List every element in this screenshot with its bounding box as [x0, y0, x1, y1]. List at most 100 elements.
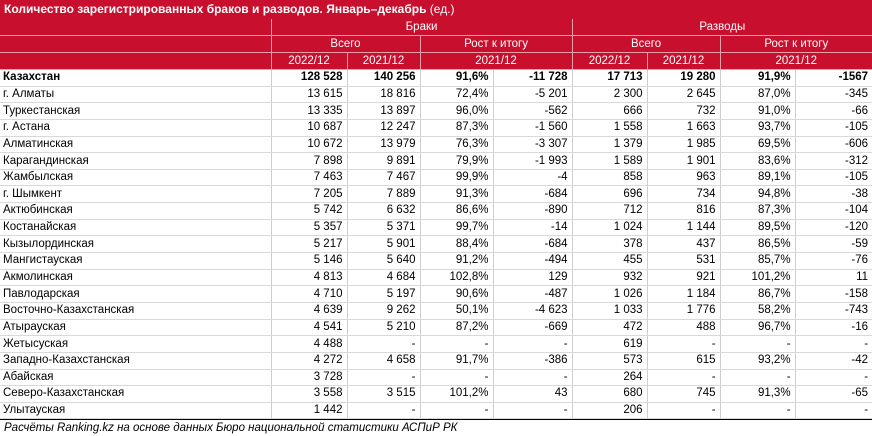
marriages-2022-cell: 4 272 [270, 352, 347, 370]
divorces-2022-cell: 666 [571, 102, 648, 120]
marriages-2022-cell: 4 710 [270, 285, 347, 303]
divorces-2021-cell: 1 985 [646, 136, 721, 154]
region-name-cell: Западно-Казахстанская [0, 352, 271, 370]
region-name-cell: Туркестанская [0, 102, 271, 120]
marriages-2021-cell: 13 897 [346, 102, 420, 120]
divorces-growth-pct-cell: 101,2% [719, 269, 796, 287]
table-header: Браки Разводы Всего Рост к итогу Всего Р… [0, 19, 872, 70]
divorces-2022-cell: 1 589 [571, 152, 648, 170]
divorces-growth-abs-cell: -312 [794, 152, 872, 170]
marriages-2021-cell: 6 632 [346, 202, 420, 220]
header-d-2021: 2021/12 [646, 52, 721, 70]
divorces-growth-pct-cell: 86,7% [719, 285, 796, 303]
divorces-2022-cell: 1 379 [571, 136, 648, 154]
table-row: Туркестанская 13 335 13 897 96,0% -562 666 732… [0, 102, 872, 120]
divorces-growth-abs-cell: -1567 [794, 69, 872, 87]
divorces-2021-cell: 921 [646, 269, 721, 287]
marriages-growth-abs-cell: -890 [492, 202, 573, 220]
divorces-growth-pct-cell: 85,7% [719, 252, 796, 270]
marriages-growth-abs-cell: 43 [492, 385, 573, 403]
marriages-2022-cell: 10 672 [270, 136, 347, 154]
marriages-growth-abs-cell: - [492, 335, 573, 353]
divorces-2021-cell: 1 144 [646, 219, 721, 237]
marriages-2022-cell: 3 728 [270, 369, 347, 387]
region-name-cell: г. Алматы [0, 86, 271, 104]
divorces-2021-cell: 488 [646, 319, 721, 337]
table-row: Северо-Казахстанская 3 558 3 515 101,2% 43 68… [0, 385, 872, 403]
divorces-growth-abs-cell: -65 [794, 385, 872, 403]
region-name-cell: Алматинская [0, 136, 271, 154]
marriages-growth-pct-cell: - [419, 335, 493, 353]
region-name-cell: Жамбылская [0, 169, 271, 187]
divorces-2021-cell: - [646, 402, 721, 420]
marriages-2021-cell: 9 262 [346, 302, 420, 320]
marriages-divorces-table: Браки Разводы Всего Рост к итогу Всего Р… [0, 19, 872, 420]
divorces-growth-abs-cell: -104 [794, 202, 872, 220]
marriages-growth-abs-cell: -4 623 [492, 302, 573, 320]
divorces-2021-cell: 2 645 [646, 86, 721, 104]
divorces-2022-cell: 680 [571, 385, 648, 403]
divorces-growth-abs-cell: -345 [794, 86, 872, 104]
region-name-cell: г. Астана [0, 119, 271, 137]
region-name-cell: Акмолинская [0, 269, 271, 287]
marriages-2021-cell: 3 515 [346, 385, 420, 403]
marriages-growth-abs-cell: -3 307 [492, 136, 573, 154]
marriages-2022-cell: 4 541 [270, 319, 347, 337]
divorces-growth-abs-cell: - [794, 335, 872, 353]
table-row: г. Шымкент 7 205 7 889 91,3% -684 696 734 94,8%… [0, 185, 872, 204]
marriages-2022-cell: 4 639 [270, 302, 347, 320]
marriages-growth-pct-cell: 99,9% [419, 169, 493, 187]
marriages-2022-cell: 4 488 [270, 335, 347, 353]
table-row: Мангистауская 5 146 5 640 91,2% -494 455 531 85… [0, 252, 872, 270]
table-row: Алматинская 10 672 13 979 76,3% -3 307 1 379 1… [0, 136, 872, 154]
divorces-growth-pct-cell: 93,2% [719, 352, 796, 370]
header-m-growth-year: 2021/12 [419, 52, 573, 70]
marriages-growth-pct-cell: 91,3% [419, 185, 493, 204]
marriages-2022-cell: 128 528 [270, 69, 347, 87]
marriages-growth-pct-cell: 96,0% [419, 102, 493, 120]
region-name-cell: Актюбинская [0, 202, 271, 220]
header-divorces-growth: Рост к итогу [719, 35, 872, 53]
table-title-text: Количество зарегистрированных браков и р… [4, 2, 427, 16]
marriages-2022-cell: 5 217 [270, 235, 347, 254]
divorces-2021-cell: 732 [646, 102, 721, 120]
marriages-growth-pct-cell: 91,6% [419, 69, 493, 87]
marriages-growth-abs-cell: -386 [492, 352, 573, 370]
marriages-2021-cell: 4 684 [346, 269, 420, 287]
divorces-2021-cell: 1 663 [646, 119, 721, 137]
marriages-growth-abs-cell: -562 [492, 102, 573, 120]
divorces-growth-pct-cell: 87,3% [719, 202, 796, 220]
marriages-growth-pct-cell: 72,4% [419, 86, 493, 104]
divorces-growth-pct-cell: - [719, 369, 796, 387]
marriages-2022-cell: 5 146 [270, 252, 347, 270]
table-row-total: Казахстан 128 528 140 256 91,6% -11 728 17 71… [0, 69, 872, 87]
marriages-2022-cell: 7 463 [270, 169, 347, 187]
divorces-2021-cell: - [646, 369, 721, 387]
divorces-growth-pct-cell: 96,7% [719, 319, 796, 337]
region-name-cell: Кызылординская [0, 235, 271, 254]
divorces-2022-cell: 712 [571, 202, 648, 220]
marriages-growth-abs-cell: - [492, 402, 573, 420]
table-row: г. Алматы 13 615 18 816 72,4% -5 201 2 300 2 6… [0, 86, 872, 104]
table-row: Акмолинская 4 813 4 684 102,8% 129 932 921 101,… [0, 269, 872, 287]
divorces-growth-abs-cell: -16 [794, 319, 872, 337]
divorces-2022-cell: 378 [571, 235, 648, 254]
marriages-2021-cell: - [346, 402, 420, 420]
marriages-2021-cell: - [346, 369, 420, 387]
divorces-2022-cell: 858 [571, 169, 648, 187]
divorces-growth-abs-cell: 11 [794, 269, 872, 287]
marriages-growth-abs-cell: -1 560 [492, 119, 573, 137]
marriages-2021-cell: 5 197 [346, 285, 420, 303]
marriages-growth-abs-cell: 129 [492, 269, 573, 287]
marriages-2021-cell: 5 640 [346, 252, 420, 270]
marriages-growth-abs-cell: -4 [492, 169, 573, 187]
divorces-2022-cell: 1 024 [571, 219, 648, 237]
divorces-growth-pct-cell: 87,0% [719, 86, 796, 104]
divorces-growth-pct-cell: 89,5% [719, 219, 796, 237]
header-blank [0, 19, 271, 36]
divorces-growth-abs-cell: -42 [794, 352, 872, 370]
region-name-cell: г. Шымкент [0, 185, 271, 204]
divorces-growth-abs-cell: -76 [794, 252, 872, 270]
divorces-growth-abs-cell: - [794, 402, 872, 420]
divorces-growth-abs-cell: -105 [794, 169, 872, 187]
